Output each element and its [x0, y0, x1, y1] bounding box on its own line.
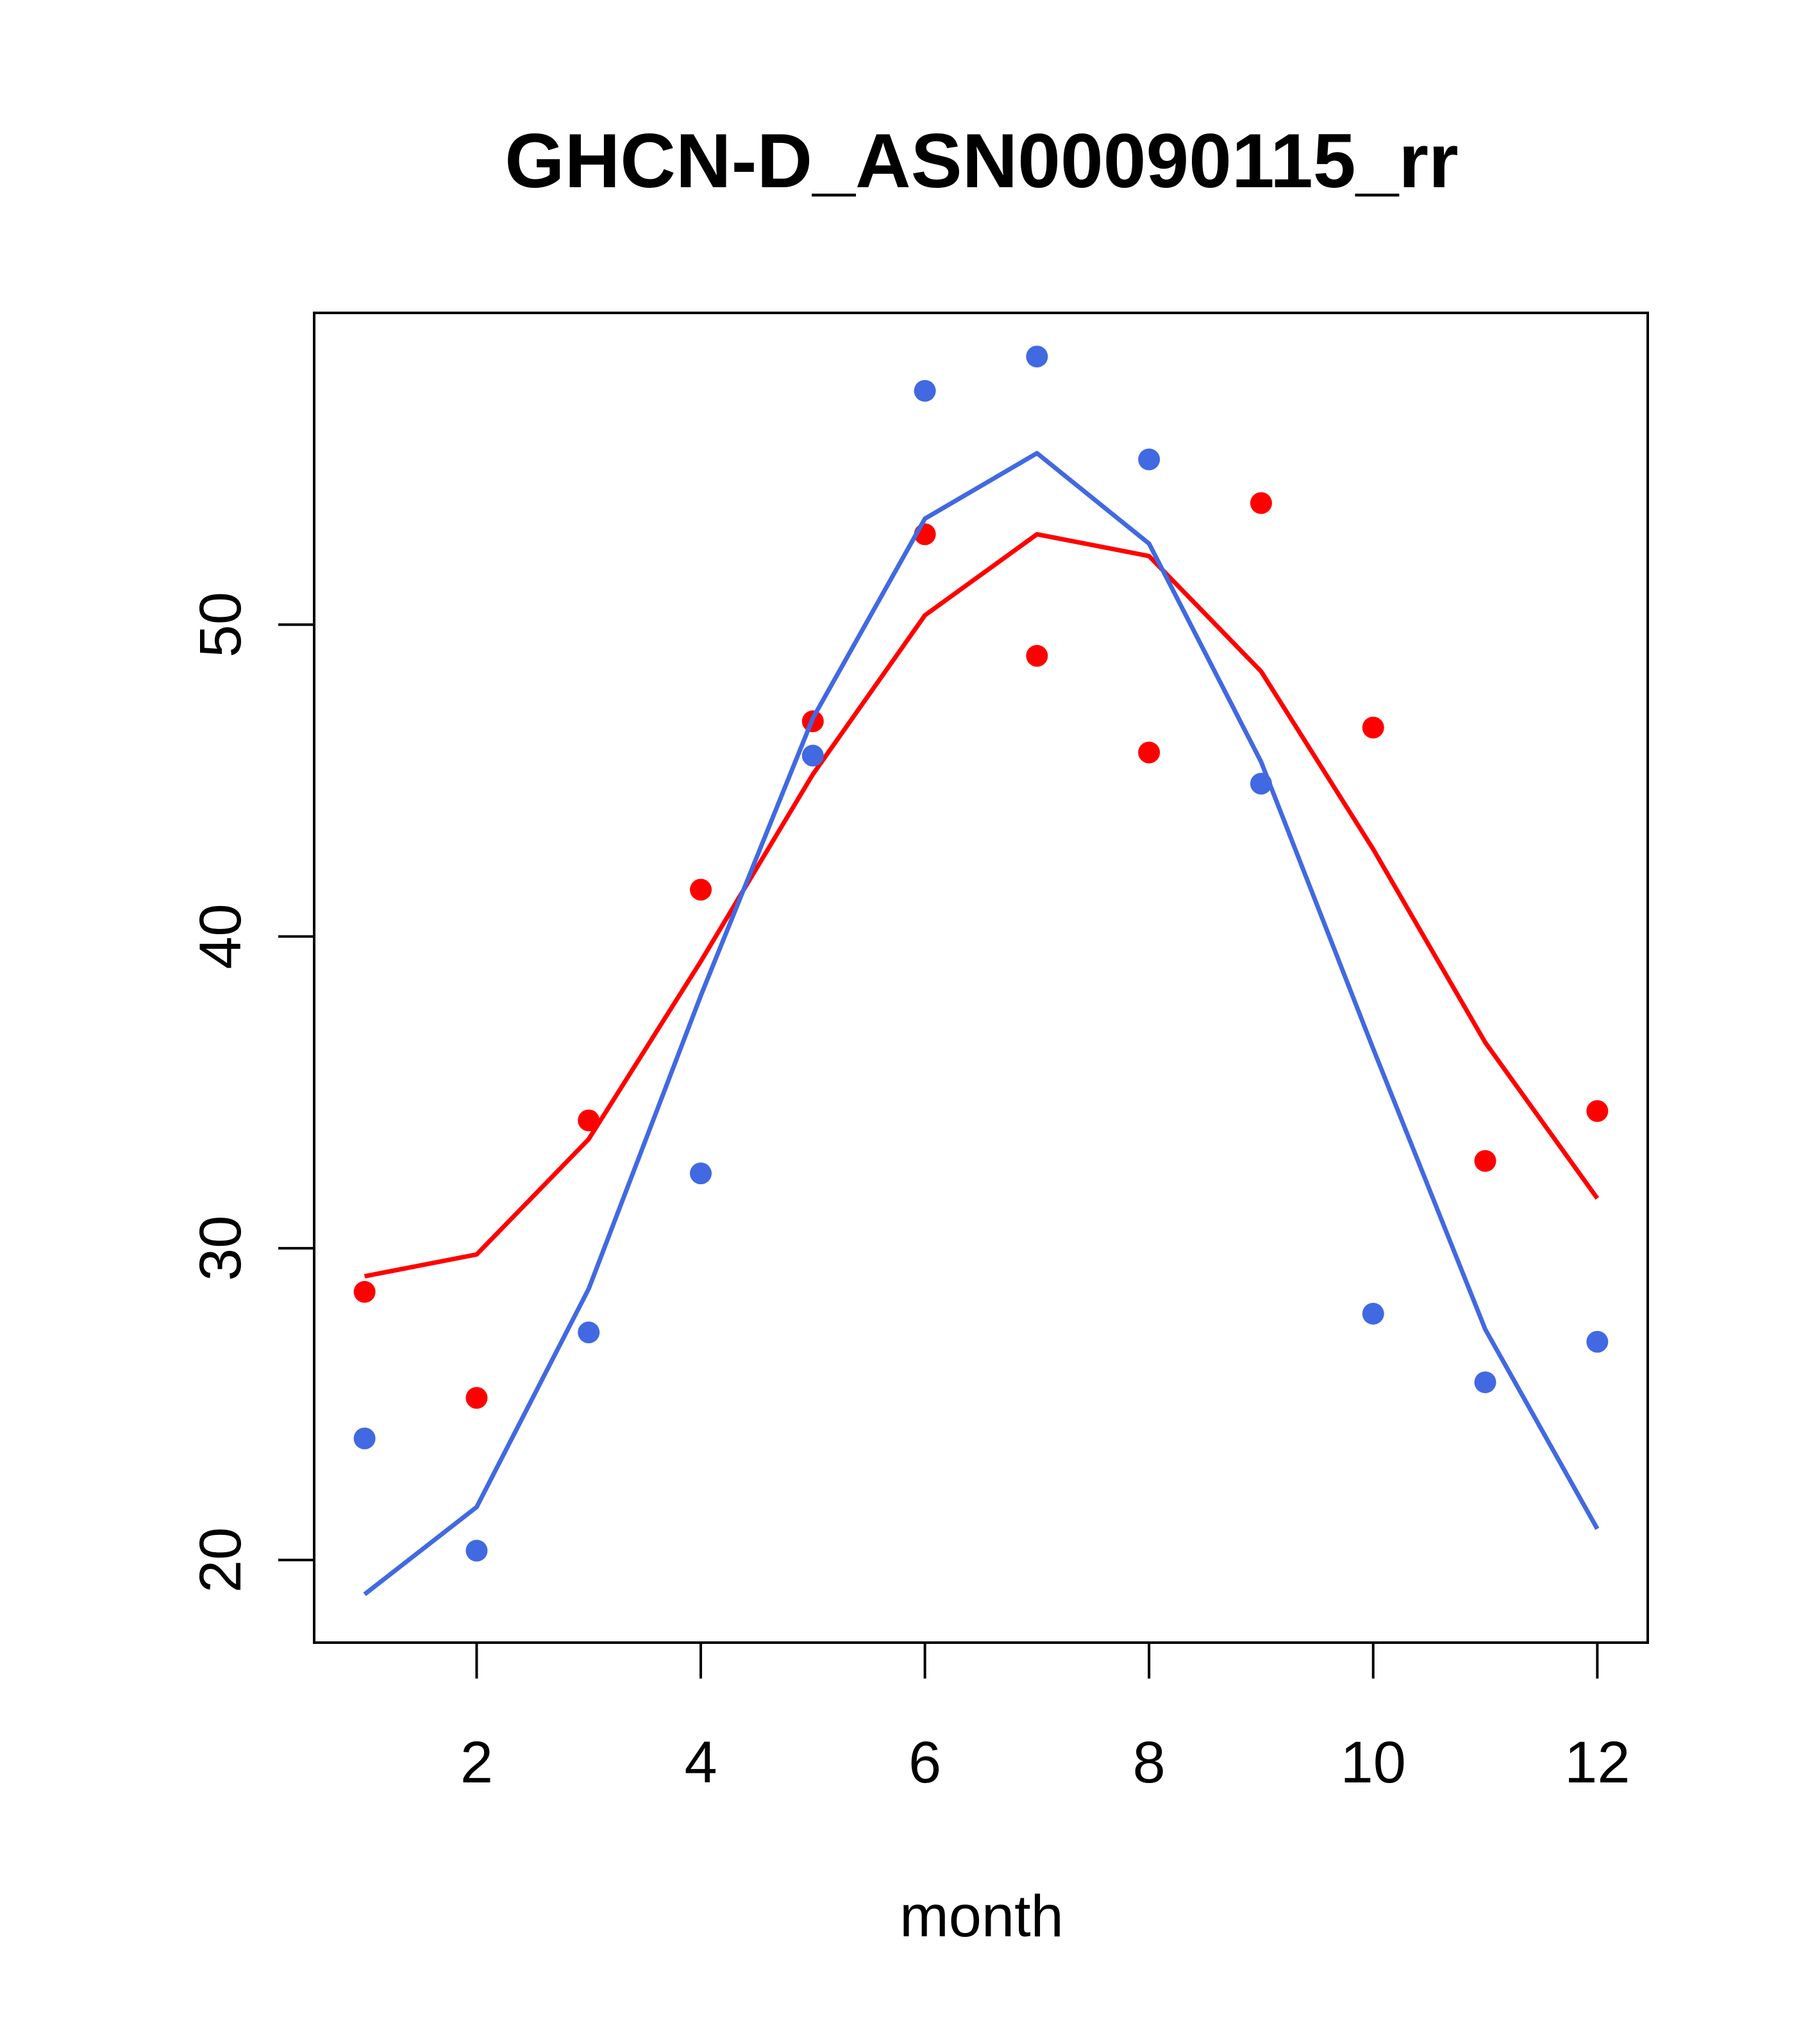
x-axis: 2 4 6 8 10 12	[460, 1641, 1630, 1795]
x-tick-label: 4	[684, 1730, 717, 1795]
series-1-point	[465, 1387, 488, 1409]
x-tick-label: 2	[460, 1730, 493, 1795]
y-tick-label: 20	[188, 1527, 253, 1593]
series-2-point	[1250, 773, 1272, 795]
series-1-line	[364, 532, 1600, 1279]
series-2-point	[1474, 1371, 1496, 1393]
y-tick-label: 40	[188, 903, 253, 969]
series-1-point	[1250, 492, 1272, 514]
series-1-point	[690, 878, 712, 901]
x-tick-label: 6	[908, 1730, 941, 1795]
y-tick-label: 50	[188, 592, 253, 657]
series-1-point	[353, 1280, 376, 1303]
series-1-point	[1586, 1100, 1609, 1122]
series-2-point	[801, 744, 824, 767]
series-1-point	[1474, 1150, 1496, 1172]
series-2-point	[1026, 346, 1048, 368]
y-axis: 20 30 40 50	[188, 592, 315, 1593]
series-2-point	[914, 380, 936, 402]
x-tick-label: 8	[1133, 1730, 1166, 1795]
series-2-point	[1362, 1302, 1384, 1325]
series-2-line	[363, 451, 1600, 1596]
x-tick-label: 10	[1341, 1730, 1406, 1795]
series-1-point	[1026, 644, 1048, 667]
series-2-point	[1586, 1330, 1609, 1353]
series-layer	[353, 346, 1609, 1596]
y-tick-label: 30	[188, 1216, 253, 1281]
series-2-point	[690, 1162, 712, 1185]
series-2-point	[1138, 448, 1160, 471]
series-1-point	[1362, 716, 1384, 739]
series-1-point	[1138, 741, 1160, 764]
series-1-point	[578, 1109, 600, 1132]
chart-title: GHCN-D_ASN00090115_rr	[505, 118, 1458, 204]
series-2-point	[465, 1539, 488, 1562]
series-2	[353, 346, 1609, 1596]
series-2-point	[578, 1321, 600, 1344]
x-axis-label: month	[900, 1884, 1064, 1949]
series-1	[353, 492, 1609, 1409]
x-tick-label: 12	[1564, 1730, 1630, 1795]
series-2-point	[353, 1427, 376, 1450]
